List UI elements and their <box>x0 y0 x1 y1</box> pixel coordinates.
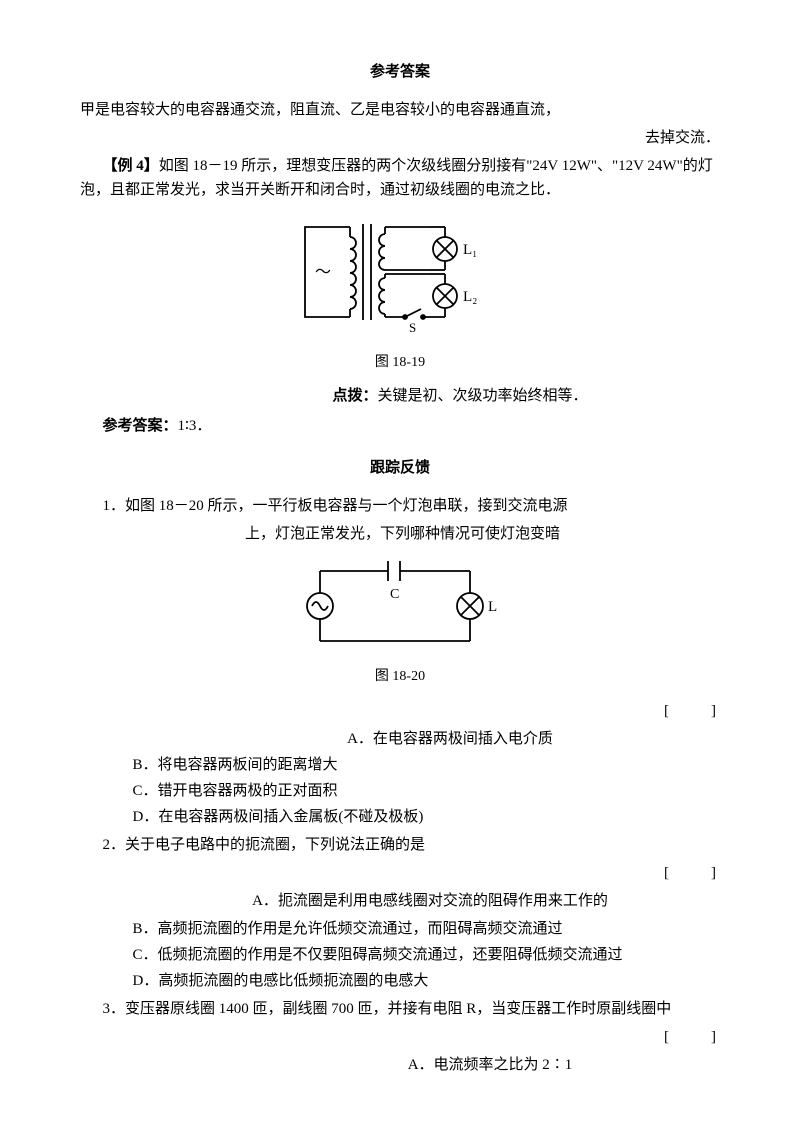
q3-stem-text: 变压器原线圈 1400 匝，副线圈 700 匝，并接有电阻 R，当变压器工作时原… <box>125 1001 671 1017</box>
q1-stem-1: 1．如图 18－20 所示，一平行板电容器与一个灯泡串联，接到交流电源 <box>80 494 720 518</box>
q2-stem-text: 关于电子电路中的扼流圈，下列说法正确的是 <box>125 837 425 853</box>
q3-opt-A: A．电流频率之比为 2∶1 <box>260 1053 720 1077</box>
example-4-body: 如图 18－19 所示，理想变压器的两个次级线圈分别接有"24V 12W"、"1… <box>80 158 713 198</box>
q2-opt-C: C．低频扼流圈的作用是不仅要阻碍高频交流通过，还要阻碍低频交流通过 <box>133 943 721 967</box>
transformer-circuit-svg: 〜 L₁ L₂ S <box>295 212 505 342</box>
q1-stem-2: 上，灯泡正常发光，下列哪种情况可使灯泡变暗 <box>245 522 720 546</box>
q3-bracket: [ ] <box>80 1025 720 1049</box>
q1-bracket: [ ] <box>80 699 720 723</box>
answer-label: 参考答案： <box>103 418 178 434</box>
q1-num: 1． <box>103 498 126 514</box>
q3-stem: 3．变压器原线圈 1400 匝，副线圈 700 匝，并接有电阻 R，当变压器工作… <box>80 997 720 1021</box>
figure-18-19: 〜 L₁ L₂ S 图 18-19 <box>80 212 720 374</box>
q1-opt-C: C．错开电容器两极的正对面积 <box>133 779 721 803</box>
example-4-hint: 点拨：关键是初、次级功率始终相等． <box>200 384 720 408</box>
capacitor-lamp-circuit-svg: C L <box>290 556 510 656</box>
q2-opt-B: B．高频扼流圈的作用是允许低频交流通过，而阻碍高频交流通过 <box>133 917 721 941</box>
q1-opt-B: B．将电容器两板间的距离增大 <box>133 753 721 777</box>
q3-num: 3． <box>103 1001 126 1017</box>
q1-opt-D: D．在电容器两极间插入金属板(不碰及极板) <box>133 805 721 829</box>
example-4-text: 【例 4】如图 18－19 所示，理想变压器的两个次级线圈分别接有"24V 12… <box>80 154 720 202</box>
ac-source-tilde: 〜 <box>315 264 331 281</box>
ref-answer-heading: 参考答案 <box>80 60 720 84</box>
fig-18-19-caption: 图 18-19 <box>80 352 720 374</box>
intro-line-2: 去掉交流． <box>80 126 720 150</box>
hint-text: 关键是初、次级功率始终相等． <box>378 388 588 404</box>
label-S: S <box>409 320 416 335</box>
q1-opt-A: A．在电容器两极间插入电介质 <box>180 727 720 751</box>
label-L: L <box>488 599 497 615</box>
fig-18-20-caption: 图 18-20 <box>80 666 720 688</box>
figure-18-20: C L 图 18-20 <box>80 556 720 688</box>
label-C: C <box>390 587 399 602</box>
q2-stem: 2．关于电子电路中的扼流圈，下列说法正确的是 <box>80 833 720 857</box>
q2-opt-A: A．扼流圈是利用电感线圈对交流的阻碍作用来工作的 <box>140 889 720 913</box>
example-4-answer: 参考答案：1∶3． <box>80 414 720 438</box>
document-page: 参考答案 甲是电容较大的电容器通交流，阻直流、乙是电容较小的电容器通直流， 去掉… <box>0 0 800 1131</box>
answer-text: 1∶3． <box>178 418 212 434</box>
q2-num: 2． <box>103 837 126 853</box>
hint-label: 点拨： <box>332 388 377 404</box>
intro-line-1: 甲是电容较大的电容器通交流，阻直流、乙是电容较小的电容器通直流， <box>80 98 720 122</box>
q1-stem-text-1: 如图 18－20 所示，一平行板电容器与一个灯泡串联，接到交流电源 <box>125 498 568 514</box>
feedback-heading: 跟踪反馈 <box>80 456 720 480</box>
label-L1: L₁ <box>463 242 477 258</box>
q2-bracket: [ ] <box>80 861 720 885</box>
label-L2: L₂ <box>463 289 477 305</box>
example-4-label: 【例 4】 <box>103 158 159 174</box>
q2-opt-D: D．高频扼流圈的电感比低频扼流圈的电感大 <box>133 969 721 993</box>
